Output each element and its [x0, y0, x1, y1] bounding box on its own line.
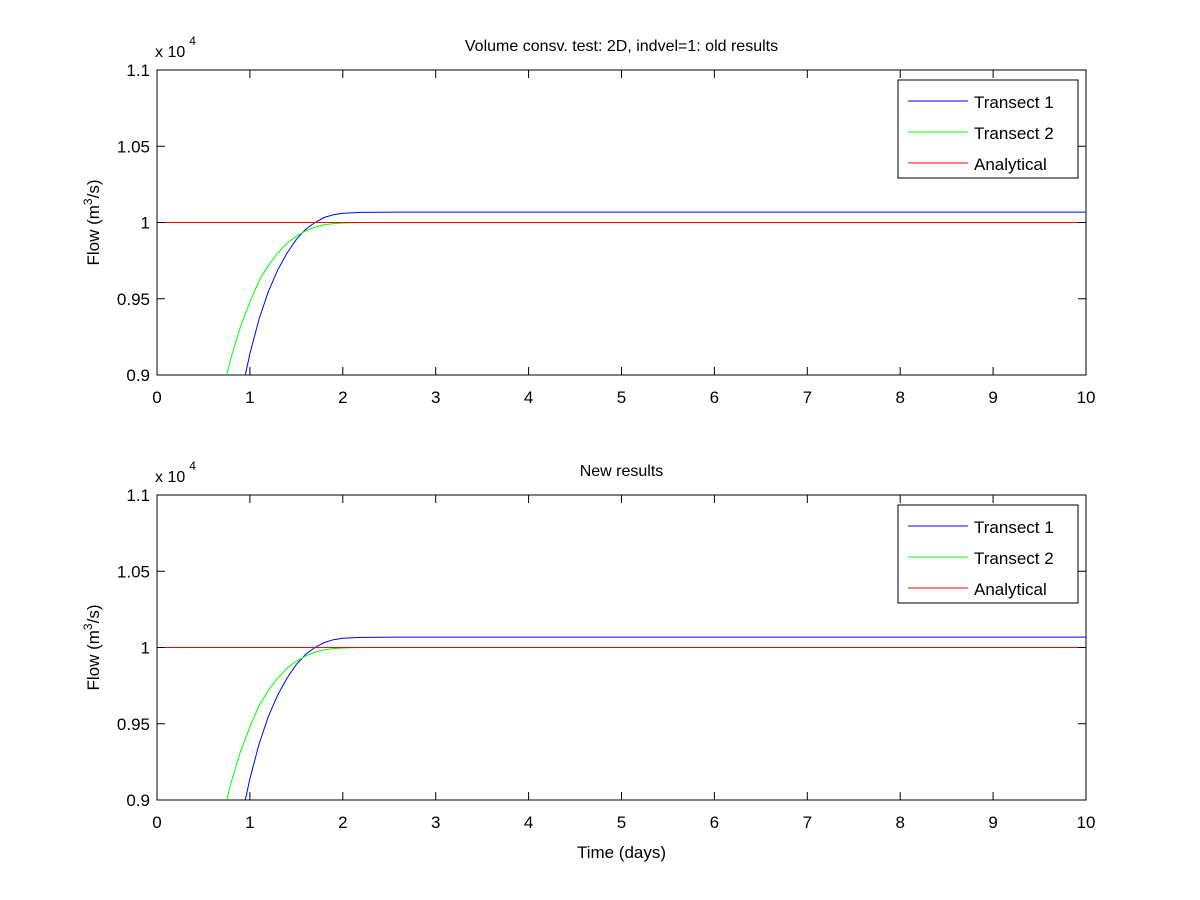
legend: Transect 1 Transect 2 Analytical — [897, 504, 1079, 604]
x-tick-label: 6 — [710, 813, 719, 832]
x-tick-label: 1 — [245, 388, 254, 407]
axis-multiplier-exponent: 4 — [189, 34, 196, 48]
x-tick-label: 4 — [524, 388, 533, 407]
chart-title: Volume consv. test: 2D, indvel=1: old re… — [465, 38, 778, 55]
series-line-transect-1 — [244, 211, 1086, 375]
y-tick-label: 1.05 — [117, 137, 150, 156]
x-tick-label: 2 — [338, 388, 347, 407]
legend-label: Transect 2 — [974, 549, 1054, 568]
x-tick-label: 6 — [710, 388, 719, 407]
legend-label: Analytical — [974, 580, 1047, 599]
y-tick-label: 1 — [141, 639, 150, 658]
legend-box — [897, 79, 1079, 179]
x-tick-label: 10 — [1077, 388, 1096, 407]
x-tick-label: 3 — [431, 388, 440, 407]
legend-label: Analytical — [974, 155, 1047, 174]
x-tick-label: 8 — [895, 388, 904, 407]
x-tick-label: 0 — [152, 813, 161, 832]
y-tick-label: 0.9 — [126, 791, 150, 810]
series-line-transect-1 — [244, 636, 1086, 800]
legend-box — [897, 504, 1079, 604]
y-axis-label-main: Flow (m — [84, 205, 103, 265]
axis-multiplier-exponent: 4 — [189, 459, 196, 473]
chart-title: New results — [580, 463, 664, 480]
x-tick-label: 5 — [617, 388, 626, 407]
x-tick-label: 3 — [431, 813, 440, 832]
series-line-transect-2 — [226, 647, 362, 800]
x-tick-label: 5 — [617, 813, 626, 832]
x-tick-label: 9 — [988, 813, 997, 832]
y-tick-label: 1.1 — [126, 486, 150, 505]
x-tick-label: 9 — [988, 388, 997, 407]
x-tick-label: 4 — [524, 813, 533, 832]
y-axis-label-main: Flow (m — [84, 630, 103, 690]
series-line-transect-2 — [226, 222, 362, 375]
y-tick-label: 0.9 — [126, 366, 150, 385]
x-tick-label: 7 — [803, 388, 812, 407]
x-tick-label: 8 — [895, 813, 904, 832]
y-axis-label: Flow (m3/s) — [81, 604, 103, 690]
axis-multiplier-base: x 10 — [155, 44, 185, 61]
x-tick-label: 2 — [338, 813, 347, 832]
chart-1: 0 1 2 3 4 5 6 7 8 9 10 0.9 0.95 1 1.05 1.1 x 10 4 Volume c… — [81, 34, 1095, 407]
x-tick-label: 10 — [1077, 813, 1096, 832]
axis-multiplier-base: x 10 — [155, 469, 185, 486]
legend: Transect 1 Transect 2 Analytical — [897, 79, 1079, 179]
x-tick-label: 1 — [245, 813, 254, 832]
chart-2: 0 1 2 3 4 5 6 7 8 9 10 0.9 0.95 1 1.05 1.1 x 10 4 New resu… — [81, 459, 1095, 862]
y-axis-label-suffix: /s) — [84, 604, 103, 623]
y-axis-label-superscript: 3 — [81, 198, 95, 205]
axis-multiplier: x 10 4 — [155, 34, 196, 61]
y-tick-label: 1.1 — [126, 61, 150, 80]
x-tick-label: 7 — [803, 813, 812, 832]
legend-label: Transect 1 — [974, 93, 1054, 112]
legend-label: Transect 1 — [974, 518, 1054, 537]
y-tick-label: 0.95 — [117, 715, 150, 734]
y-axis-label-suffix: /s) — [84, 179, 103, 198]
y-axis-label-superscript: 3 — [81, 623, 95, 630]
axis-multiplier: x 10 4 — [155, 459, 196, 486]
x-axis-label: Time (days) — [577, 843, 666, 862]
x-tick-label: 0 — [152, 388, 161, 407]
y-tick-label: 0.95 — [117, 290, 150, 309]
legend-label: Transect 2 — [974, 124, 1054, 143]
y-axis-label: Flow (m3/s) — [81, 179, 103, 265]
y-tick-label: 1.05 — [117, 562, 150, 581]
y-tick-label: 1 — [141, 214, 150, 233]
